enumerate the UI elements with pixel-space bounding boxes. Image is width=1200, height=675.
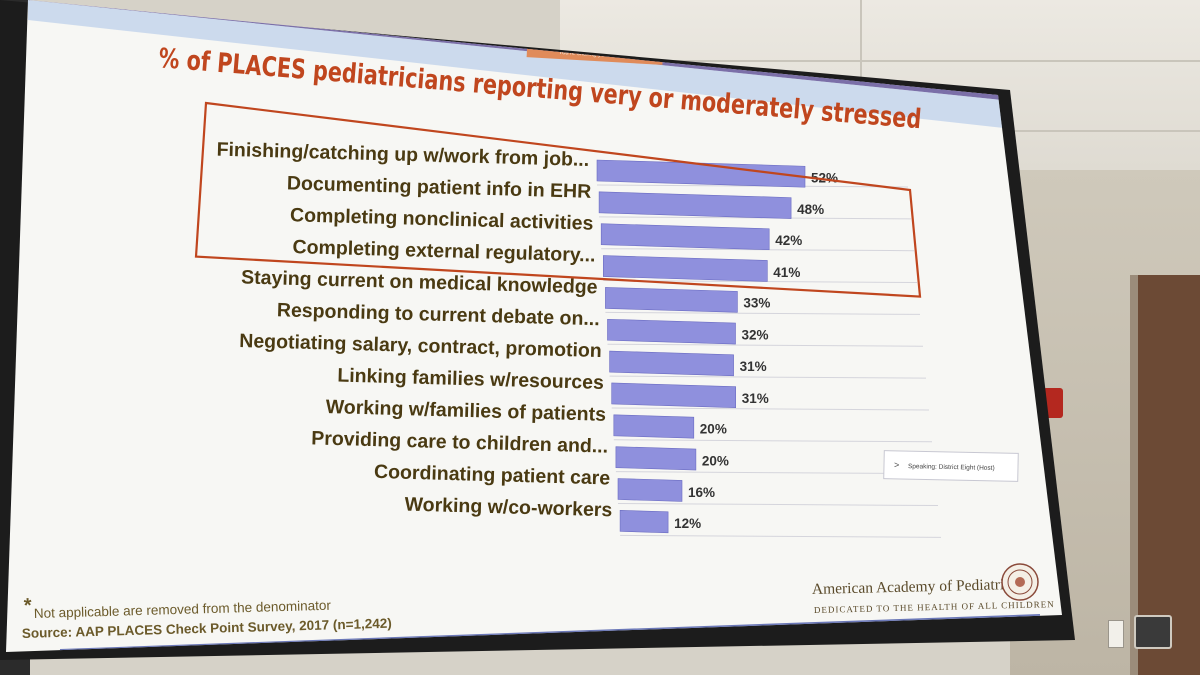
bar-row-divider (620, 534, 942, 538)
data-label: 20% (702, 453, 729, 468)
aap-seal-icon (1001, 563, 1039, 601)
bar-row-divider (611, 407, 930, 411)
data-label: 52% (811, 171, 838, 186)
speaking-indicator-panel (883, 450, 1019, 482)
bar (615, 446, 697, 471)
data-label: 16% (688, 485, 715, 500)
bar (611, 382, 737, 408)
bar-row-divider (596, 184, 909, 188)
bar-row-divider (605, 311, 921, 315)
data-label: 32% (742, 327, 769, 342)
bar-row-divider (607, 343, 924, 347)
ceiling-grid-line (560, 60, 1200, 62)
data-label: 12% (674, 516, 701, 531)
slide-header-stripe-light (28, 0, 1004, 128)
bar-row-divider (613, 439, 933, 443)
data-label: 31% (740, 359, 767, 374)
chevron-right-icon[interactable]: > (894, 460, 899, 470)
footnote-marker: * (24, 595, 33, 617)
data-label: 42% (775, 233, 802, 248)
bar (596, 159, 806, 188)
bar (617, 478, 683, 502)
slide-background (6, 0, 1062, 652)
fire-alarm-icon (1043, 388, 1063, 418)
bar-row-divider (601, 248, 915, 252)
bar (602, 255, 768, 282)
data-label: 41% (773, 265, 800, 280)
data-label: 20% (700, 422, 727, 437)
highlight-box (194, 101, 922, 298)
bar-row-divider (617, 503, 939, 506)
data-label: 33% (743, 296, 770, 311)
org-name: American Academy of Pediatrics (812, 576, 1018, 598)
bar-row-divider (609, 375, 927, 379)
speaking-label: Speaking: District Eight (Host) (908, 463, 995, 472)
bar (613, 414, 695, 439)
bar (605, 287, 738, 313)
bar-row-divider (599, 216, 912, 220)
bar (607, 318, 736, 345)
speaking-indicator[interactable]: > Speaking: District Eight (Host) (883, 450, 1019, 482)
bar (619, 510, 669, 534)
bar-row-divider (615, 471, 936, 475)
bar (600, 223, 770, 251)
footer-line (59, 614, 1041, 651)
data-label: 48% (797, 202, 824, 217)
bar (609, 350, 734, 377)
bar-chart: 52%Finishing/catching up w/work from job… (216, 139, 942, 538)
light-switch (1108, 620, 1124, 648)
data-label: 31% (742, 391, 769, 406)
doorway (1130, 275, 1200, 675)
bar (598, 191, 792, 219)
thermostat (1134, 615, 1172, 649)
